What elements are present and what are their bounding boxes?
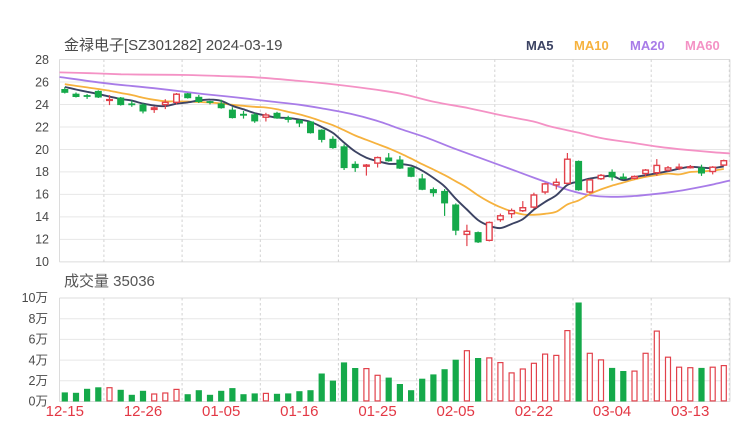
svg-text:12-15: 12-15 <box>46 403 84 420</box>
svg-text:MA5: MA5 <box>526 38 553 53</box>
svg-text:8万: 8万 <box>29 312 48 326</box>
svg-text:02-22: 02-22 <box>515 403 553 420</box>
svg-text:24: 24 <box>35 98 49 112</box>
svg-text:01-05: 01-05 <box>202 403 240 420</box>
svg-text:20: 20 <box>35 143 49 157</box>
svg-text:16: 16 <box>35 188 49 202</box>
svg-text:成交量 35036: 成交量 35036 <box>64 272 155 290</box>
svg-text:10万: 10万 <box>22 291 48 305</box>
svg-text:MA10: MA10 <box>574 38 609 53</box>
svg-text:12: 12 <box>35 233 49 247</box>
svg-text:12-26: 12-26 <box>124 403 162 420</box>
svg-text:28: 28 <box>35 53 49 67</box>
svg-text:2万: 2万 <box>29 374 48 388</box>
svg-text:02-05: 02-05 <box>437 403 475 420</box>
svg-text:01-25: 01-25 <box>358 403 396 420</box>
svg-text:10: 10 <box>35 255 49 269</box>
svg-text:22: 22 <box>35 120 49 134</box>
svg-text:4万: 4万 <box>29 353 48 367</box>
svg-text:金禄电子[SZ301282] 2024-03-19: 金禄电子[SZ301282] 2024-03-19 <box>64 37 282 54</box>
svg-text:03-13: 03-13 <box>671 403 709 420</box>
svg-text:14: 14 <box>35 210 49 224</box>
svg-text:18: 18 <box>35 165 49 179</box>
svg-text:6万: 6万 <box>29 333 48 347</box>
svg-text:26: 26 <box>35 75 49 89</box>
svg-text:0万: 0万 <box>29 395 48 409</box>
svg-text:MA20: MA20 <box>630 38 665 53</box>
svg-text:03-04: 03-04 <box>593 403 631 420</box>
svg-text:MA60: MA60 <box>685 38 720 53</box>
svg-text:01-16: 01-16 <box>280 403 318 420</box>
